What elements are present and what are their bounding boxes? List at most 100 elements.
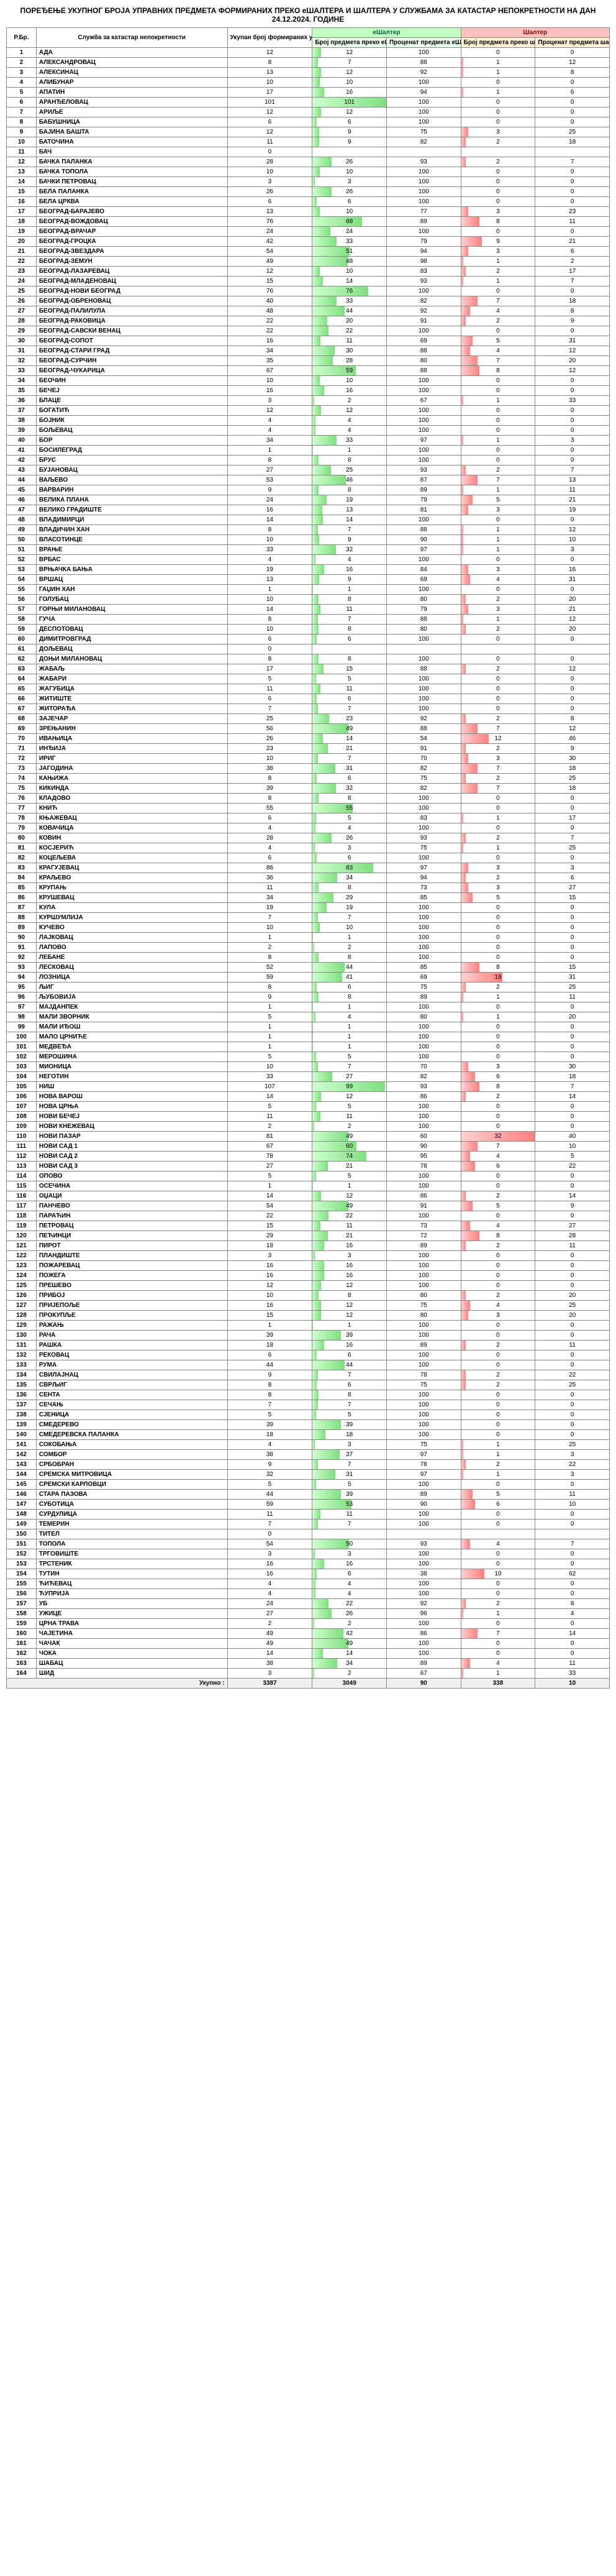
cell-name: ВАЉЕВО	[36, 475, 227, 485]
cell-rb: 46	[7, 495, 37, 505]
cell-ec: 30	[312, 346, 387, 356]
cell-sp: 0	[535, 177, 610, 187]
cell-ep: 100	[386, 376, 461, 386]
cell-sc: 3	[461, 127, 535, 137]
cell-rb: 56	[7, 595, 37, 605]
cell-ec: 51	[312, 247, 387, 257]
table-row: 71ИНЂИЈА23219129	[7, 744, 610, 754]
cell-ec: 44	[312, 1360, 387, 1370]
cell-rb: 98	[7, 1012, 37, 1022]
cell-sc: 1	[461, 545, 535, 555]
cell-sc: 2	[461, 1241, 535, 1251]
table-row: 3АЛЕКСИНАЦ13129218	[7, 68, 610, 78]
cell-sc: 1	[461, 396, 535, 406]
cell-name: БОР	[36, 436, 227, 446]
cell-total: 23	[227, 744, 312, 754]
table-row: 49ВЛАДИЧИН ХАН8788112	[7, 525, 610, 535]
cell-sc: 7	[461, 764, 535, 774]
cell-sc: 0	[461, 1510, 535, 1519]
table-row: 105НИШ107999387	[7, 1082, 610, 1092]
table-row: 111НОВИ САД 1676090710	[7, 1142, 610, 1152]
cell-sp: 25	[535, 983, 610, 992]
table-row: 109НОВИ КНЕЖЕВАЦ2210000	[7, 1122, 610, 1132]
cell-rb: 96	[7, 992, 37, 1002]
cell-rb: 128	[7, 1311, 37, 1321]
cell-sp: 25	[535, 774, 610, 784]
cell-rb: 78	[7, 814, 37, 823]
cell-ec: 33	[312, 296, 387, 306]
cell-ep: 100	[386, 426, 461, 436]
cell-ep: 73	[386, 1221, 461, 1231]
cell-sp: 0	[535, 1052, 610, 1062]
cell-total: 1	[227, 1042, 312, 1052]
hdr-grp-s: Шалтер	[461, 28, 609, 38]
cell-ep: 97	[386, 863, 461, 873]
cell-name: БАБУШНИЦА	[36, 117, 227, 127]
cell-name: УЖИЦЕ	[36, 1609, 227, 1619]
cell-total: 67	[227, 366, 312, 376]
cell-ep: 88	[386, 58, 461, 68]
cell-total: 12	[227, 267, 312, 277]
cell-sc: 10	[461, 1569, 535, 1579]
cell-ec: 7	[312, 1370, 387, 1380]
cell-name: ВРШАЦ	[36, 575, 227, 585]
cell-total: 7	[227, 704, 312, 714]
cell-ep: 100	[386, 1022, 461, 1032]
cell-total: 24	[227, 227, 312, 237]
cell-name: БЕЧЕЈ	[36, 386, 227, 396]
table-row: 45ВАРВАРИН9889111	[7, 485, 610, 495]
cell-rb: 161	[7, 1639, 37, 1649]
cell-name: ТРСТЕНИК	[36, 1559, 227, 1569]
cell-sc: 1	[461, 277, 535, 286]
cell-total: 14	[227, 1191, 312, 1201]
cell-ep: 86	[386, 1191, 461, 1201]
cell-total: 18	[227, 1241, 312, 1251]
cell-ec: 39	[312, 1331, 387, 1341]
cell-sp: 0	[535, 386, 610, 396]
cell-rb: 116	[7, 1191, 37, 1201]
table-row: 28БЕОГРАД-РАКОВИЦА22209129	[7, 316, 610, 326]
cell-total: 59	[227, 1500, 312, 1510]
table-row: 17БЕОГРАД-БАРАЈЕВО131077323	[7, 207, 610, 217]
cell-name: БЕОГРАД-МЛАДЕНОВАЦ	[36, 277, 227, 286]
cell-total: 9	[227, 1370, 312, 1380]
cell-ec: 83	[312, 863, 387, 873]
cell-ep: 70	[386, 754, 461, 764]
table-row: 18БЕОГРАД-ВОЖДОВАЦ766889811	[7, 217, 610, 227]
cell-sc: 7	[461, 356, 535, 366]
cell-name: ПОЖЕГА	[36, 1271, 227, 1281]
cell-ec: 16	[312, 1271, 387, 1281]
cell-total: 44	[227, 1360, 312, 1370]
cell-ep: 100	[386, 1430, 461, 1440]
cell-total: 24	[227, 1599, 312, 1609]
cell-name: БЕОГРАД-ЛАЗАРЕВАЦ	[36, 267, 227, 277]
cell-name: КОВИН	[36, 833, 227, 843]
cell-ep: 91	[386, 316, 461, 326]
cell-sc: 0	[461, 684, 535, 694]
cell-ec: 21	[312, 744, 387, 754]
cell-sp: 0	[535, 1171, 610, 1181]
cell-ep: 85	[386, 893, 461, 903]
cell-sp: 0	[535, 1390, 610, 1400]
cell-rb: 50	[7, 535, 37, 545]
cell-sp: 7	[535, 1082, 610, 1092]
cell-sc: 2	[461, 873, 535, 883]
cell-ep: 100	[386, 1410, 461, 1420]
cell-ec: 5	[312, 1410, 387, 1420]
cell-name: БЕОГРАД-ВОЖДОВАЦ	[36, 217, 227, 227]
cell-rb: 68	[7, 714, 37, 724]
cell-ec: 16	[312, 1559, 387, 1569]
cell-rb: 126	[7, 1291, 37, 1301]
cell-name: ГОЛУБАЦ	[36, 595, 227, 605]
cell-sc: 0	[461, 585, 535, 595]
cell-name: АДА	[36, 48, 227, 58]
cell-sp: 62	[535, 1569, 610, 1579]
cell-sc: 5	[461, 495, 535, 505]
cell-sp: 18	[535, 784, 610, 794]
cell-name: ЧОКА	[36, 1649, 227, 1659]
cell-ep: 100	[386, 386, 461, 396]
table-row: 36БЛАЦЕ3267133	[7, 396, 610, 406]
cell-rb: 151	[7, 1539, 37, 1549]
cell-total: 10	[227, 167, 312, 177]
cell-name: ГАЏИН ХАН	[36, 585, 227, 595]
